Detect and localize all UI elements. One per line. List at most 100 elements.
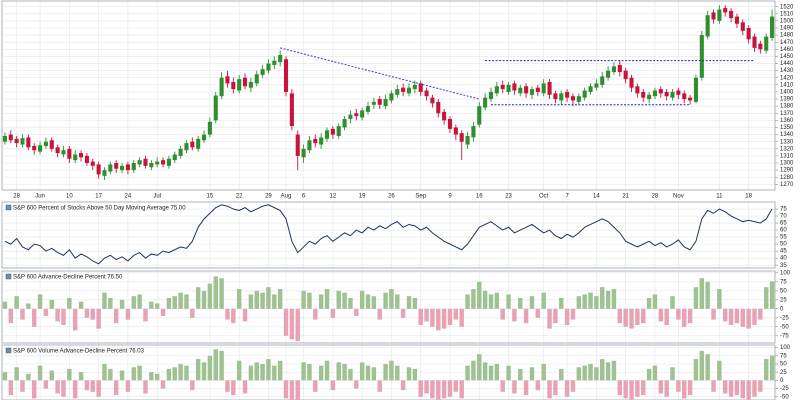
y-tick-label: 50 <box>780 242 787 248</box>
bar <box>763 287 769 309</box>
candle-body <box>500 84 505 90</box>
bar <box>131 296 136 309</box>
candle-body <box>699 35 704 78</box>
candle-body <box>770 16 775 38</box>
candle-body <box>307 140 312 151</box>
x-tick-label: 28 <box>13 194 20 200</box>
bar <box>61 380 66 397</box>
bar <box>8 380 14 396</box>
candle-body <box>330 128 335 135</box>
bar <box>231 308 236 324</box>
candle-body <box>283 59 289 92</box>
y-tick-label: 1330 <box>780 139 794 145</box>
bar <box>652 365 658 381</box>
candle-body <box>746 28 751 40</box>
candle-body <box>301 148 306 158</box>
x-tick-label: 14 <box>593 194 600 200</box>
bar <box>143 380 148 394</box>
bar <box>119 299 125 309</box>
candle-body <box>55 147 60 154</box>
bar <box>605 362 611 381</box>
bar <box>195 359 201 381</box>
bar <box>313 308 318 320</box>
candle-body <box>647 94 652 100</box>
candle-body <box>8 134 13 141</box>
y-tick-label: 1470 <box>780 40 794 46</box>
candle-body <box>342 118 347 128</box>
y-tick-label: 60 <box>780 228 787 234</box>
candle-body <box>38 145 43 152</box>
bar <box>371 296 377 309</box>
bar <box>190 380 195 391</box>
bar <box>594 367 599 381</box>
candle-body <box>166 158 171 166</box>
bar <box>722 308 728 322</box>
bar <box>125 308 131 320</box>
bar <box>559 298 564 309</box>
y-tick-label: 100 <box>780 345 791 351</box>
bar <box>582 294 587 309</box>
candle-body <box>705 15 710 37</box>
bar <box>272 365 277 381</box>
candle-body <box>611 66 617 73</box>
bar <box>149 301 154 309</box>
bar <box>535 380 541 391</box>
bar <box>523 380 529 396</box>
bar <box>412 368 418 381</box>
bar <box>717 289 722 309</box>
bar <box>676 308 681 320</box>
bar <box>682 308 687 327</box>
bar <box>383 292 388 309</box>
bar <box>78 372 84 381</box>
y-tick-label: 1280 <box>780 175 794 181</box>
candle-body <box>225 76 230 84</box>
bar <box>102 292 107 309</box>
y-tick-label: 1290 <box>780 168 794 174</box>
candle-body <box>547 82 552 95</box>
bar <box>301 362 306 381</box>
candle-body <box>278 55 283 63</box>
bar <box>336 290 341 309</box>
bar <box>365 294 371 309</box>
bar <box>184 365 189 381</box>
y-tick-label: 1310 <box>780 153 794 159</box>
candle-body <box>711 12 716 20</box>
bar <box>582 365 587 381</box>
bar <box>482 362 488 381</box>
candle-body <box>740 22 745 31</box>
bar <box>406 296 412 309</box>
bar <box>746 308 751 329</box>
candle-body <box>553 93 558 100</box>
bar <box>330 380 336 391</box>
candle-body <box>442 111 447 121</box>
bar <box>295 380 300 400</box>
bar <box>342 363 347 381</box>
y-tick-label: 1490 <box>780 26 794 32</box>
bar <box>746 380 751 400</box>
y-tick-label: 1460 <box>780 47 794 53</box>
candle-body <box>108 164 113 172</box>
bar <box>699 350 705 381</box>
x-tick-label: Oct <box>539 194 549 200</box>
bar <box>699 278 705 309</box>
panel-frame <box>1 270 776 344</box>
y-tick-label: 1420 <box>780 75 794 81</box>
candle-body <box>119 165 125 171</box>
y-tick-label: 65 <box>780 221 787 227</box>
x-tick-label: 15 <box>207 194 214 200</box>
bar <box>418 380 423 397</box>
candle-body <box>529 89 535 95</box>
candle-body <box>348 114 353 119</box>
bar <box>55 380 60 394</box>
bar <box>248 294 254 309</box>
bar <box>518 368 523 381</box>
candle-body <box>682 93 687 100</box>
bar <box>705 281 710 309</box>
x-tick-label: 11 <box>716 194 723 200</box>
bar <box>400 380 406 391</box>
bar <box>717 360 722 381</box>
y-tick-label: 1430 <box>780 68 794 74</box>
bar <box>201 290 207 309</box>
bar <box>207 283 213 309</box>
candle-body <box>758 43 763 50</box>
